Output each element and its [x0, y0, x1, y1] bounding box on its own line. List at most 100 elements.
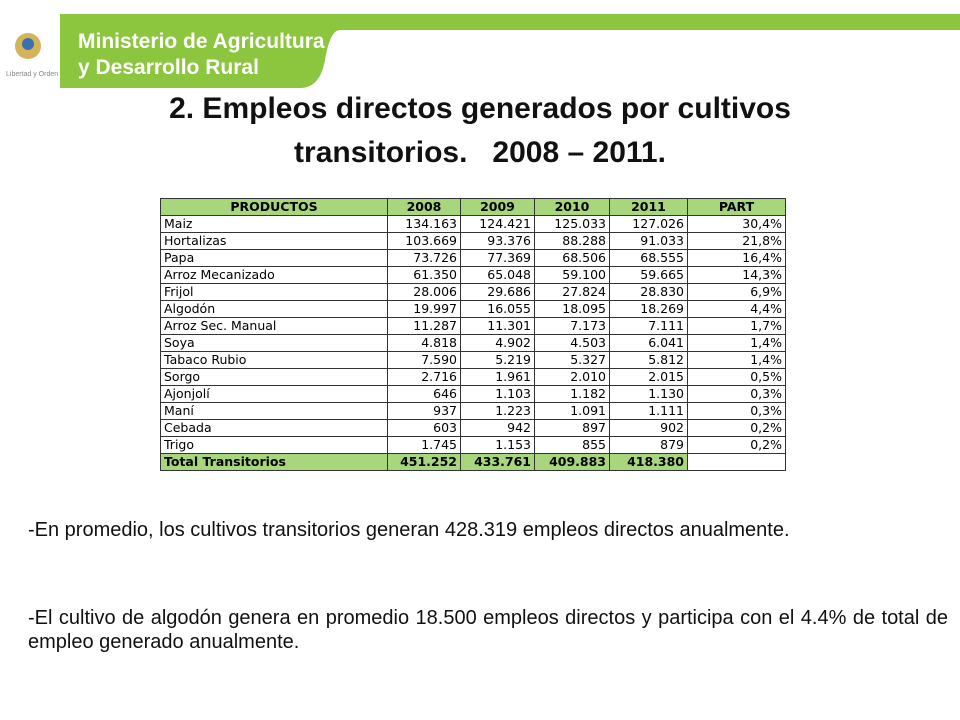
- table-cell-empty: [687, 453, 786, 471]
- data-table: PRODUCTOS 2008 2009 2010 2011 PART Maiz 134.163…: [160, 198, 786, 471]
- table-cell: 4.503: [534, 334, 610, 352]
- table-cell: 937: [387, 402, 461, 420]
- table-row: PRODUCTOS 2008 2009 2010 2011 PART: [160, 198, 786, 216]
- table-cell: 93.376: [460, 232, 535, 250]
- table-cell: 418.380: [609, 453, 688, 471]
- table-cell: 19.997: [387, 300, 461, 318]
- table-row: Tabaco Rubio 7.590 5.219 5.327 5.812 1,4%: [160, 351, 786, 369]
- table-cell: 124.421: [460, 215, 535, 233]
- table-cell: 6.041: [609, 334, 688, 352]
- table-cell: Soya: [160, 334, 388, 352]
- table-cell: 1.153: [460, 436, 535, 454]
- table-cell: Frijol: [160, 283, 388, 301]
- table-cell: 134.163: [387, 215, 461, 233]
- table-cell: Papa: [160, 249, 388, 267]
- table-cell: 6,9%: [687, 283, 786, 301]
- table-cell: 409.883: [534, 453, 610, 471]
- table-cell: 942: [460, 419, 535, 437]
- table-cell: Sorgo: [160, 368, 388, 386]
- table-cell: 897: [534, 419, 610, 437]
- table-cell: 4,4%: [687, 300, 786, 318]
- table-row: Cebada 603 942 897 902 0,2%: [160, 419, 786, 437]
- table-cell: 18.269: [609, 300, 688, 318]
- table-cell: 1,7%: [687, 317, 786, 335]
- table-cell: Ajonjolí: [160, 385, 388, 403]
- table-row: Algodón 19.997 16.055 18.095 18.269 4,4%: [160, 300, 786, 318]
- table-cell: 27.824: [534, 283, 610, 301]
- table-cell: 0,2%: [687, 419, 786, 437]
- table-cell: 7.590: [387, 351, 461, 369]
- table-cell: 902: [609, 419, 688, 437]
- table-cell: 29.686: [460, 283, 535, 301]
- table-row: Maní 937 1.223 1.091 1.111 0,3%: [160, 402, 786, 420]
- table-cell: 7.111: [609, 317, 688, 335]
- table-cell: Trigo: [160, 436, 388, 454]
- table-cell: 1.745: [387, 436, 461, 454]
- table-cell: 77.369: [460, 249, 535, 267]
- table-cell: 0,2%: [687, 436, 786, 454]
- table-cell: 4.818: [387, 334, 461, 352]
- table-cell: 0,3%: [687, 402, 786, 420]
- table-cell: Arroz Mecanizado: [160, 266, 388, 284]
- table-row: Sorgo 2.716 1.961 2.010 2.015 0,5%: [160, 368, 786, 386]
- table-cell: 603: [387, 419, 461, 437]
- table-cell: 127.026: [609, 215, 688, 233]
- table-cell: 11.301: [460, 317, 535, 335]
- table-cell: 433.761: [460, 453, 535, 471]
- table-cell: 1.091: [534, 402, 610, 420]
- table-cell: 2.015: [609, 368, 688, 386]
- table-cell: 28.830: [609, 283, 688, 301]
- table-row: Arroz Sec. Manual 11.287 11.301 7.173 7.111 1…: [160, 317, 786, 335]
- table-cell: 1.961: [460, 368, 535, 386]
- table-cell: PRODUCTOS: [160, 198, 388, 216]
- table-cell: 16.055: [460, 300, 535, 318]
- table-cell: 1.111: [609, 402, 688, 420]
- paragraph: -El cultivo de algodón genera en promedi…: [28, 607, 948, 653]
- table-row: Maiz 134.163 124.421 125.033 127.026 30,4%: [160, 215, 786, 233]
- table-row: Hortalizas 103.669 93.376 88.288 91.033 21,8%: [160, 232, 786, 250]
- table-cell: 68.555: [609, 249, 688, 267]
- table-row: Soya 4.818 4.902 4.503 6.041 1,4%: [160, 334, 786, 352]
- table-row: Ajonjolí 646 1.103 1.182 1.130 0,3%: [160, 385, 786, 403]
- table-row: Trigo 1.745 1.153 855 879 0,2%: [160, 436, 786, 454]
- table-cell: 879: [609, 436, 688, 454]
- table-cell: Total Transitorios: [160, 453, 388, 471]
- table-cell: 59.665: [609, 266, 688, 284]
- table-cell: 1.103: [460, 385, 535, 403]
- title: 2. Empleos directos generados por cultiv…: [169, 92, 791, 125]
- table-cell: 5.327: [534, 351, 610, 369]
- table-cell: 0,5%: [687, 368, 786, 386]
- table-cell: 65.048: [460, 266, 535, 284]
- table-cell: 5.812: [609, 351, 688, 369]
- table-cell: 1,4%: [687, 351, 786, 369]
- table-cell: Cebada: [160, 419, 388, 437]
- table-cell: 28.006: [387, 283, 461, 301]
- table-cell: 2009: [460, 198, 535, 216]
- table-cell: 855: [534, 436, 610, 454]
- table-cell: 1.130: [609, 385, 688, 403]
- logo-shield: [22, 38, 34, 50]
- table-cell: 646: [387, 385, 461, 403]
- table-cell: Maiz: [160, 215, 388, 233]
- table-cell: Algodón: [160, 300, 388, 318]
- table-cell: Maní: [160, 402, 388, 420]
- table-row: Papa 73.726 77.369 68.506 68.555 16,4%: [160, 249, 786, 267]
- table-cell: 2.010: [534, 368, 610, 386]
- paragraph: -En promedio, los cultivos transitorios …: [28, 519, 790, 541]
- table-cell: 1.182: [534, 385, 610, 403]
- table-cell: 103.669: [387, 232, 461, 250]
- table-cell: 5.219: [460, 351, 535, 369]
- table-cell: 451.252: [387, 453, 461, 471]
- table-cell: 7.173: [534, 317, 610, 335]
- table-cell: 30,4%: [687, 215, 786, 233]
- banner: Libertad y Orden Ministerio de Agricultu…: [5, 14, 960, 88]
- table-cell: 2008: [387, 198, 461, 216]
- table-cell: 2011: [609, 198, 688, 216]
- table-row: Total Transitorios 451.252 433.761 409.883 4…: [160, 453, 786, 471]
- ministry-name: y Desarrollo Rural: [78, 56, 259, 79]
- table-row: Frijol 28.006 29.686 27.824 28.830 6,9%: [160, 283, 786, 301]
- table-cell: 11.287: [387, 317, 461, 335]
- table-cell: 1,4%: [687, 334, 786, 352]
